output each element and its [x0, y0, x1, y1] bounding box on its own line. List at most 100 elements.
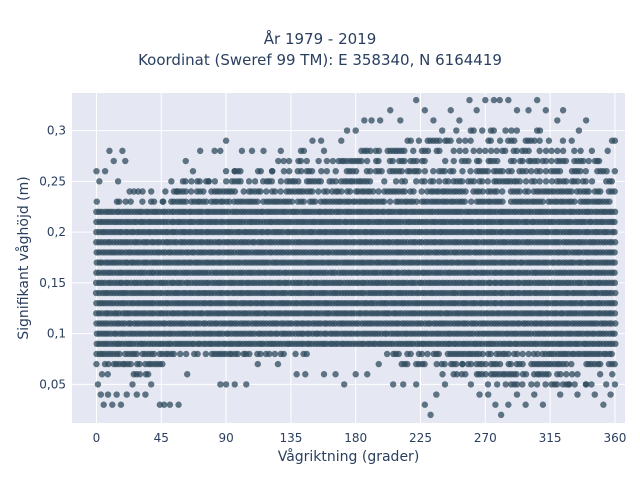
data-point	[442, 157, 449, 165]
data-point	[611, 269, 618, 276]
data-point	[323, 188, 331, 195]
data-point	[332, 178, 339, 185]
data-point	[522, 178, 530, 185]
data-point	[413, 198, 420, 205]
data-point	[519, 350, 526, 358]
data-point	[470, 147, 477, 155]
data-point	[395, 350, 402, 358]
data-point	[136, 360, 143, 368]
data-point	[519, 157, 526, 165]
data-point	[421, 157, 428, 165]
data-point	[525, 350, 532, 358]
data-point	[441, 167, 448, 175]
data-point	[222, 381, 230, 388]
data-point	[611, 137, 619, 144]
data-point	[559, 147, 567, 155]
data-point	[122, 198, 129, 205]
data-point	[435, 178, 443, 185]
data-point	[484, 381, 492, 388]
data-point	[300, 198, 308, 205]
data-point	[502, 127, 509, 134]
data-point	[257, 350, 264, 358]
data-point	[159, 198, 166, 205]
data-point	[453, 360, 460, 368]
y-tick-label: 0,2	[47, 225, 66, 239]
data-point	[148, 188, 155, 195]
data-point	[533, 381, 541, 388]
data-point	[338, 188, 345, 195]
data-point	[308, 167, 316, 175]
data-point	[254, 360, 261, 368]
data-point	[458, 178, 466, 185]
data-point	[466, 96, 473, 104]
data-point	[484, 391, 492, 398]
data-point	[476, 147, 483, 155]
data-point	[611, 208, 619, 215]
data-point	[303, 350, 310, 358]
data-point	[188, 178, 195, 185]
data-point	[303, 157, 310, 165]
data-point	[499, 188, 506, 195]
data-point	[603, 167, 610, 175]
data-point	[176, 350, 184, 358]
data-point	[421, 167, 429, 175]
data-point	[109, 401, 116, 408]
data-point	[475, 157, 483, 165]
data-point	[611, 299, 619, 307]
data-point	[254, 198, 261, 205]
data-point	[123, 391, 130, 398]
data-point	[484, 167, 491, 175]
data-point	[257, 167, 264, 175]
data-point	[389, 381, 397, 388]
data-point	[596, 371, 604, 378]
data-point	[315, 157, 322, 165]
data-point	[493, 381, 501, 388]
y-tick-label: 0,05	[39, 377, 66, 391]
data-point	[364, 371, 371, 378]
data-point	[401, 157, 408, 165]
data-point	[96, 178, 103, 185]
x-tick-labels: 0 45 90 135 180 225 270 315 360	[93, 431, 627, 445]
data-point	[194, 178, 201, 185]
data-point	[499, 198, 506, 205]
data-point	[101, 167, 109, 175]
data-point	[410, 147, 417, 155]
data-point	[375, 360, 382, 368]
data-point	[418, 350, 426, 358]
data-point	[329, 157, 337, 165]
data-point	[611, 360, 618, 368]
data-point	[441, 381, 449, 388]
data-point	[600, 401, 607, 408]
data-point	[496, 360, 504, 368]
data-point	[338, 137, 345, 144]
data-point	[368, 117, 375, 124]
data-point	[490, 127, 497, 134]
data-point	[268, 167, 276, 175]
data-point	[511, 137, 518, 144]
data-point	[611, 330, 618, 337]
data-point	[302, 371, 309, 378]
data-point	[297, 167, 305, 175]
data-point	[571, 381, 578, 388]
data-point	[607, 391, 614, 398]
data-point	[519, 360, 526, 368]
data-point	[375, 188, 382, 195]
data-point	[343, 127, 351, 134]
data-point	[470, 127, 477, 134]
data-point	[93, 198, 100, 205]
data-point	[110, 157, 117, 165]
data-point	[375, 157, 382, 165]
data-point	[611, 249, 618, 256]
data-point	[608, 350, 615, 358]
data-point	[376, 117, 384, 124]
x-tick-label: 135	[279, 431, 302, 445]
data-point	[497, 411, 505, 419]
data-point	[534, 350, 541, 358]
data-point	[580, 157, 587, 165]
data-point	[577, 147, 584, 155]
data-point	[536, 167, 544, 175]
data-point	[116, 350, 123, 358]
data-point	[309, 137, 316, 144]
data-point	[462, 137, 469, 144]
data-point	[320, 371, 328, 378]
